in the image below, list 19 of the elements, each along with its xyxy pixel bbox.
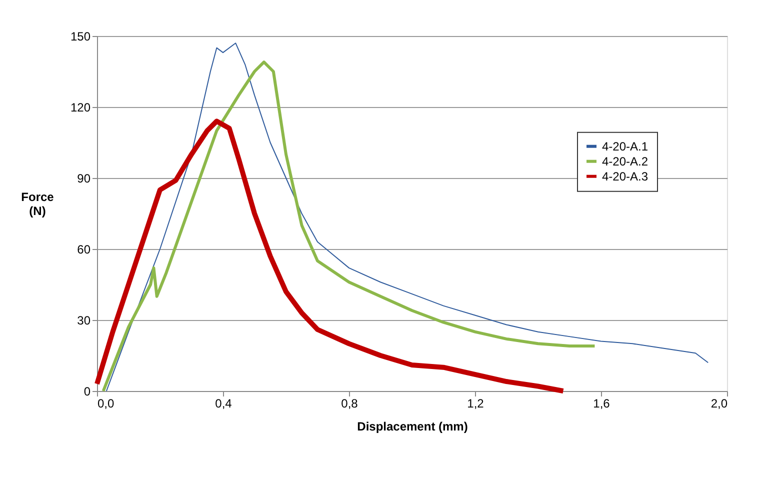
- y-tick-label: 150: [70, 30, 91, 44]
- x-tick-label: 0,4: [215, 396, 232, 410]
- x-tick-label: 2,0: [710, 396, 728, 410]
- x-tick-label: 1,6: [593, 396, 610, 410]
- line-series: [102, 60, 596, 392]
- y-axis-title: Force (N): [21, 190, 54, 218]
- y-tick-label: 60: [77, 242, 91, 256]
- y-tick-label: 90: [77, 172, 91, 186]
- y-tick-label: 30: [77, 314, 91, 328]
- y-tick-label: 0: [84, 384, 91, 398]
- legend-label: 4-20-A.3: [602, 169, 648, 184]
- line-series: [106, 42, 709, 392]
- x-tick-label: 0,8: [341, 396, 358, 410]
- x-tick-label: 1,2: [467, 396, 484, 410]
- x-axis-title: Displacement (mm): [357, 420, 468, 434]
- legend-label: 4-20-A.1: [602, 139, 648, 154]
- y-tick-label: 120: [70, 100, 91, 114]
- legend-label: 4-20-A.2: [602, 154, 648, 168]
- x-tick-label: 0,0: [98, 396, 115, 410]
